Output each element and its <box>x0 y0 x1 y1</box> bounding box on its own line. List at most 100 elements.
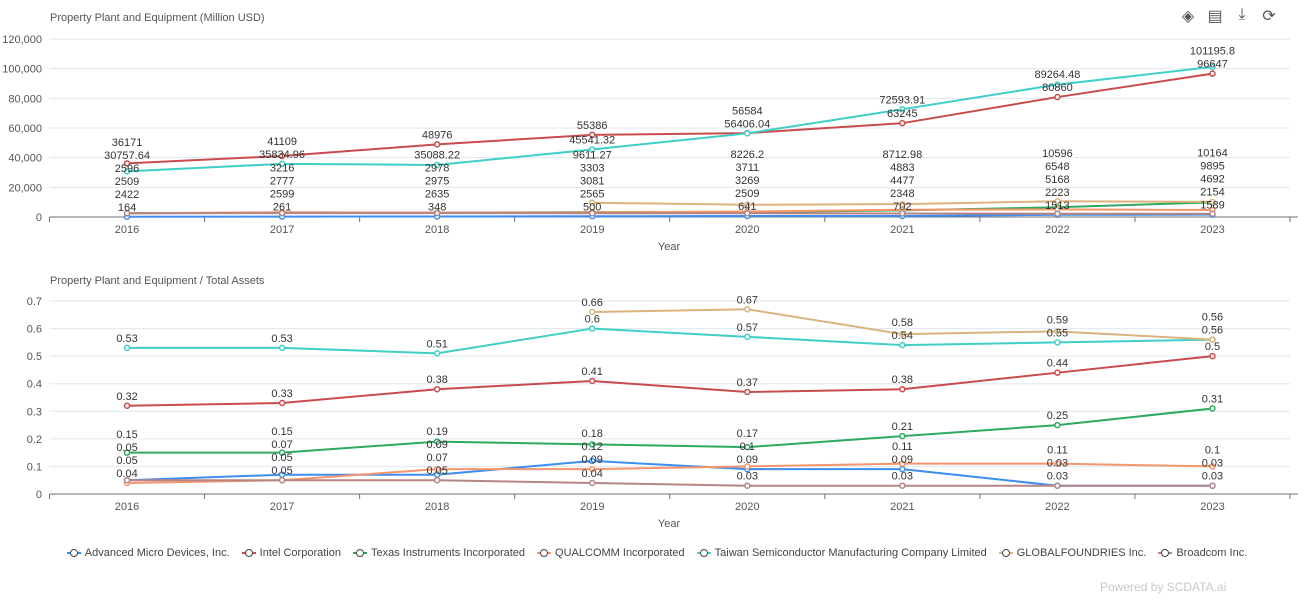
chart-title-ratio: Property Plant and Equipment / Total Ass… <box>50 275 265 287</box>
y-tick-label: 0.6 <box>27 324 42 336</box>
data-label: 2635 <box>425 188 449 200</box>
series-line <box>127 213 1213 218</box>
y-tick-label: 80,000 <box>8 93 42 105</box>
series-line <box>126 72 1213 165</box>
data-point <box>899 200 906 208</box>
y-tick-label: 0.4 <box>27 379 42 391</box>
data-label: 0.25 <box>1047 410 1068 422</box>
data-point <box>1209 482 1216 489</box>
data-label: 56406.04 <box>724 118 770 130</box>
x-tick-label: 2022 <box>1045 224 1069 236</box>
y-tick-label: 0.1 <box>27 461 42 473</box>
legend-item[interactable]: Advanced Micro Devices, Inc. <box>66 547 230 559</box>
data-label: 0.03 <box>892 471 913 483</box>
table-icon[interactable]: ▤ <box>1207 8 1223 25</box>
x-tick-label: 2023 <box>1200 224 1224 236</box>
data-label: 2509 <box>115 176 139 188</box>
x-tick-label: 2019 <box>580 501 604 513</box>
series-line <box>126 459 1213 487</box>
y-tick-label: 0.2 <box>27 434 42 446</box>
data-point <box>1209 63 1216 71</box>
download-icon[interactable]: ⤓ <box>1238 6 1246 23</box>
data-point <box>588 465 596 473</box>
legend-label: Taiwan Semiconductor Manufacturing Compa… <box>714 547 987 559</box>
series-line <box>127 355 1213 407</box>
data-point <box>1054 369 1061 376</box>
x-tick-label: 2018 <box>425 224 449 236</box>
data-label: 10596 <box>1042 148 1073 160</box>
data-label: 2978 <box>425 162 449 174</box>
data-point <box>899 330 906 338</box>
y-tick-label: 0 <box>36 489 42 501</box>
data-label: 2348 <box>890 188 914 200</box>
legend-item[interactable]: Broadcom Inc. <box>1158 547 1247 559</box>
legend-item[interactable]: GLOBALFOUNDRIES Inc. <box>998 547 1146 559</box>
data-label: 1513 <box>1045 200 1069 212</box>
legend: Advanced Micro Devices, Inc. Intel Corpor… <box>0 547 1314 559</box>
data-point <box>899 460 906 467</box>
x-tick-label: 2017 <box>270 501 294 513</box>
data-label: 36171 <box>112 137 143 149</box>
data-label: 0.6 <box>585 314 600 326</box>
data-point <box>744 130 751 137</box>
x-axis-title: Year <box>658 518 681 530</box>
data-label: 2565 <box>580 188 604 200</box>
data-point <box>744 388 751 396</box>
data-label: 0.21 <box>892 421 913 433</box>
data-label: 348 <box>428 201 446 213</box>
data-point <box>899 210 906 217</box>
data-point <box>588 457 596 465</box>
data-point <box>278 449 286 456</box>
data-label: 641 <box>738 201 756 213</box>
data-label: 0.54 <box>892 330 913 342</box>
data-point <box>1054 339 1061 346</box>
data-point <box>588 308 596 316</box>
legend-item[interactable]: Taiwan Semiconductor Manufacturing Compa… <box>696 547 987 559</box>
data-label: 0.09 <box>892 454 913 466</box>
legend-item[interactable]: QUALCOMM Incorporated <box>537 547 685 559</box>
legend-item[interactable]: Intel Corporation <box>241 547 341 559</box>
data-point <box>744 333 751 341</box>
x-tick-label: 2016 <box>115 501 139 513</box>
data-label: 9895 <box>1200 161 1224 173</box>
tag-icon[interactable]: ◈ <box>1181 8 1195 25</box>
data-label: 0.09 <box>426 439 447 451</box>
data-point <box>123 476 131 484</box>
data-label: 0.53 <box>271 333 292 345</box>
data-label: 45541.32 <box>569 134 615 146</box>
data-label: 0.38 <box>892 374 913 386</box>
data-label: 0.07 <box>271 439 292 451</box>
data-label: 0.04 <box>116 468 137 480</box>
data-label: 0.58 <box>892 317 913 329</box>
data-label: 5168 <box>1045 174 1069 186</box>
data-label: 96647 <box>1197 59 1228 71</box>
x-tick-label: 2019 <box>580 224 604 236</box>
data-label: 0.17 <box>737 428 758 440</box>
data-label: 0.66 <box>582 297 603 309</box>
legend-marker-icon <box>696 549 711 557</box>
data-point <box>433 465 441 473</box>
data-label: 2509 <box>735 188 759 200</box>
data-label: 2596 <box>115 163 139 175</box>
data-label: 0.41 <box>582 366 603 378</box>
data-label: 0.11 <box>892 441 913 453</box>
series-line <box>127 407 1213 454</box>
legend-item[interactable]: Texas Instruments Incorporated <box>352 547 526 559</box>
refresh-icon[interactable]: ⟳ <box>1262 8 1276 25</box>
data-label: 4477 <box>890 175 914 187</box>
data-label: 0.51 <box>426 338 447 350</box>
data-label: 0.38 <box>426 374 447 386</box>
legend-marker-icon <box>352 549 367 557</box>
data-point <box>588 441 596 448</box>
legend-label: Intel Corporation <box>259 547 341 559</box>
series-line <box>126 65 1213 173</box>
data-point <box>433 438 441 445</box>
data-label: 0.1 <box>1205 445 1220 457</box>
data-point <box>123 210 131 217</box>
data-point <box>1054 210 1061 217</box>
data-label: 0.32 <box>116 391 137 403</box>
data-label: 164 <box>118 202 136 214</box>
data-point <box>1209 352 1216 360</box>
legend-label: Texas Instruments Incorporated <box>370 547 526 559</box>
